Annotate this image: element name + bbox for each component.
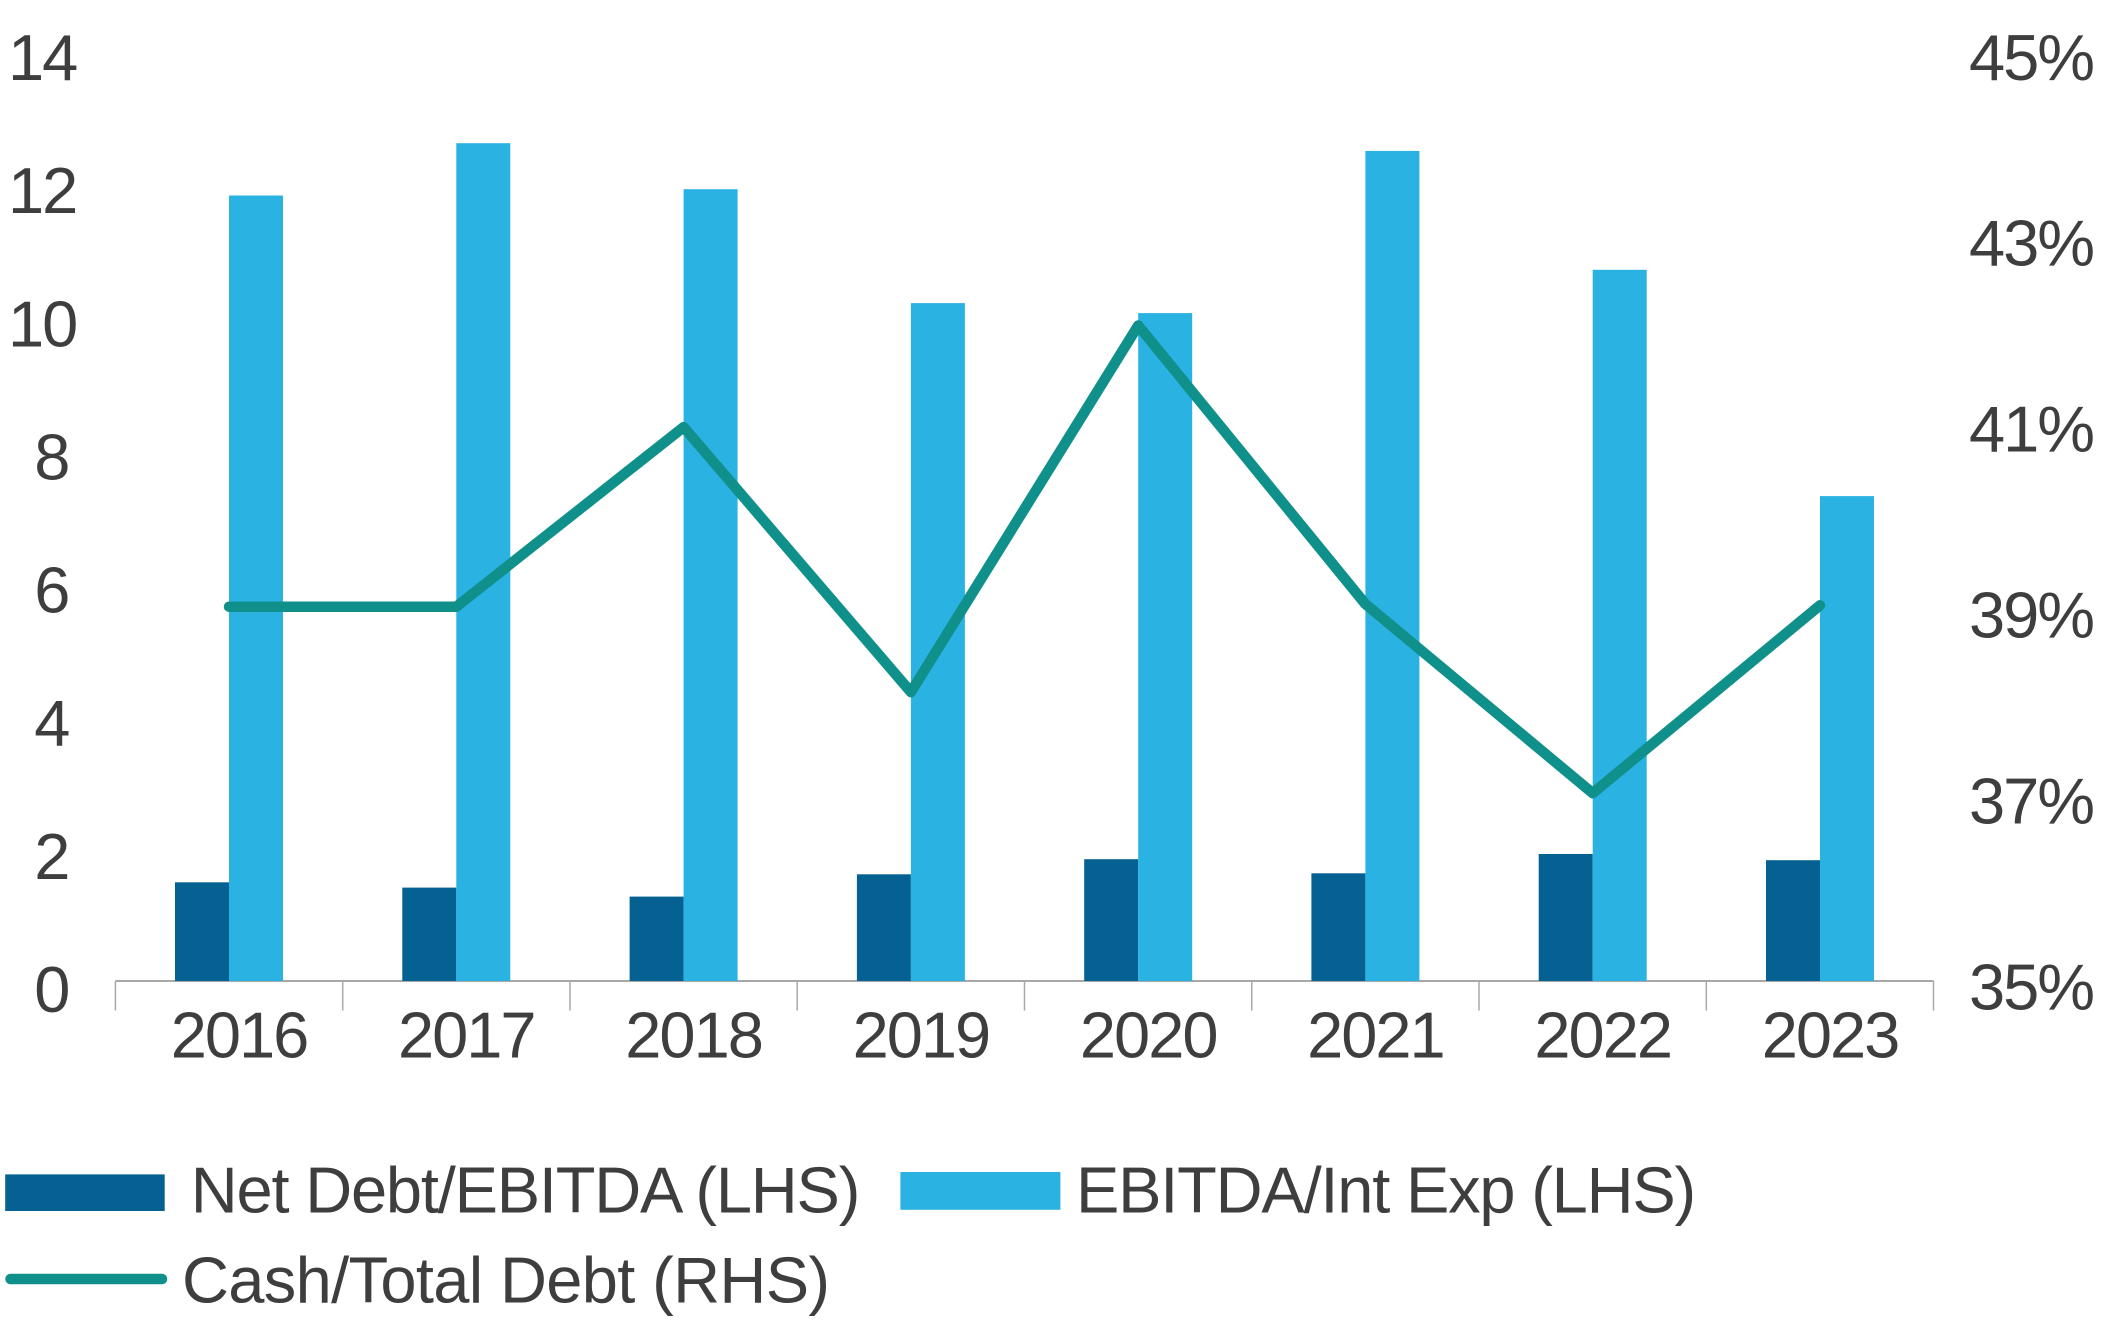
svg-text:2: 2 — [34, 820, 68, 893]
svg-text:2017: 2017 — [398, 999, 535, 1072]
svg-text:43%: 43% — [1969, 207, 2093, 280]
svg-text:4: 4 — [34, 687, 69, 760]
svg-text:2020: 2020 — [1080, 999, 1217, 1072]
svg-text:41%: 41% — [1969, 393, 2093, 466]
svg-text:0: 0 — [34, 953, 68, 1026]
svg-text:2022: 2022 — [1534, 999, 1671, 1072]
svg-text:EBITDA/Int Exp (LHS): EBITDA/Int Exp (LHS) — [1076, 1153, 1695, 1226]
svg-text:12: 12 — [8, 154, 76, 227]
svg-text:2018: 2018 — [625, 999, 762, 1072]
svg-text:6: 6 — [34, 554, 68, 627]
svg-text:2023: 2023 — [1762, 999, 1899, 1072]
svg-text:45%: 45% — [1969, 21, 2093, 94]
svg-text:2019: 2019 — [853, 999, 990, 1072]
svg-text:39%: 39% — [1969, 579, 2093, 652]
svg-text:2016: 2016 — [171, 999, 308, 1072]
svg-text:2021: 2021 — [1307, 999, 1444, 1072]
svg-text:10: 10 — [8, 287, 76, 360]
svg-text:8: 8 — [34, 420, 68, 493]
svg-text:Net Debt/EBITDA (LHS): Net Debt/EBITDA (LHS) — [191, 1153, 859, 1226]
svg-text:35%: 35% — [1969, 951, 2093, 1024]
svg-text:Cash/Total Debt (RHS): Cash/Total Debt (RHS) — [182, 1243, 829, 1316]
svg-text:37%: 37% — [1969, 765, 2093, 838]
svg-text:14: 14 — [8, 21, 77, 94]
